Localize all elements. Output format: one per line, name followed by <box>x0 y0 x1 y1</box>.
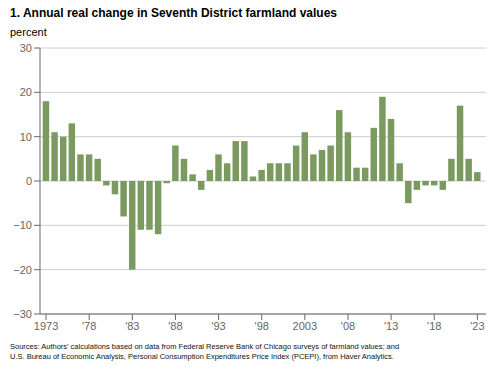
svg-text:'93: '93 <box>211 320 225 332</box>
svg-text:'88: '88 <box>168 320 182 332</box>
svg-text:'18: '18 <box>427 320 441 332</box>
svg-text:'23: '23 <box>470 320 484 332</box>
svg-text:'83: '83 <box>125 320 139 332</box>
html-text:1. Annual real change in Seven: 1. Annual real change in Seventh Distric… <box>10 6 337 20</box>
svg-text:0: 0 <box>26 175 32 187</box>
html-text:U.S. Bureau of Economic Analys: U.S. Bureau of Economic Analysis, Person… <box>10 352 394 362</box>
html-text:percent: percent <box>10 26 47 38</box>
svg-text:−30: −30 <box>13 308 32 320</box>
svg-text:1973: 1973 <box>34 320 58 332</box>
svg-text:−10: −10 <box>13 219 32 231</box>
svg-text:−20: −20 <box>13 264 32 276</box>
svg-text:'13: '13 <box>384 320 398 332</box>
svg-text:30: 30 <box>20 42 32 54</box>
svg-text:20: 20 <box>20 86 32 98</box>
html-text:Sources: Authors’ calculations: Sources: Authors’ calculations based on … <box>10 342 400 351</box>
svg-text:2003: 2003 <box>293 320 317 332</box>
svg-text:'78: '78 <box>82 320 96 332</box>
svg-text:'08: '08 <box>341 320 355 332</box>
svg-text:10: 10 <box>20 131 32 143</box>
svg-text:'98: '98 <box>255 320 269 332</box>
